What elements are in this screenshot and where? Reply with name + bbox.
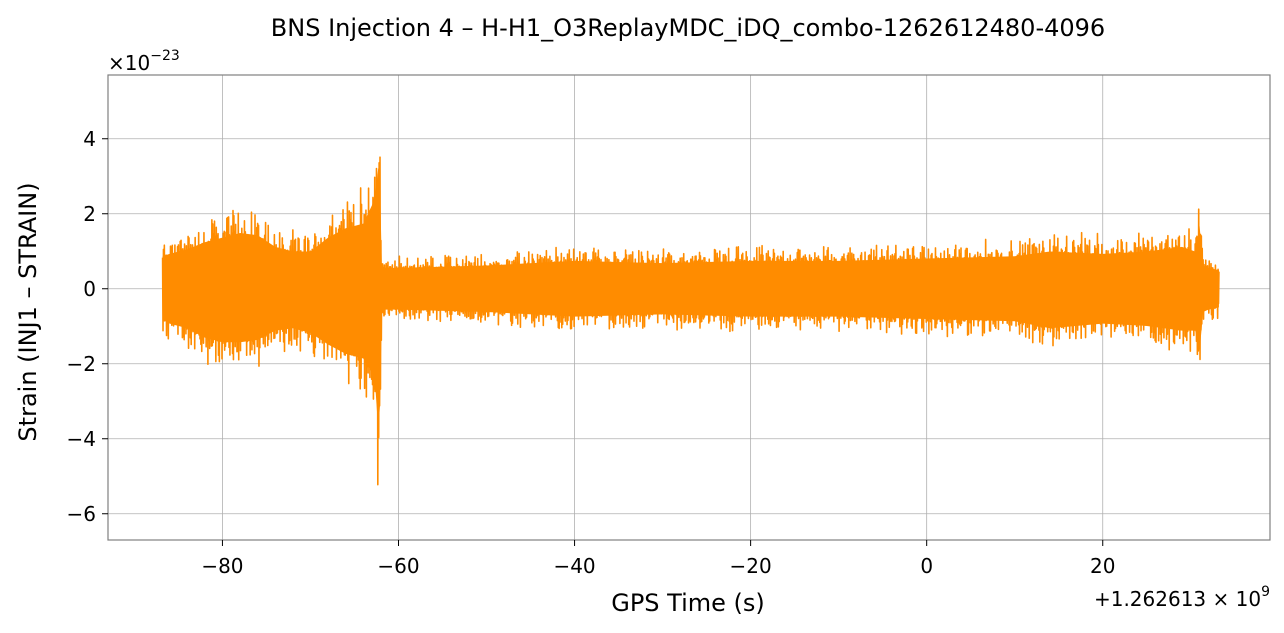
y-tick-label: 4 [83, 127, 96, 151]
y-scale-label: ×10−23 [108, 48, 180, 75]
strain-core-band [162, 167, 1219, 431]
y-tick-label: −6 [67, 502, 96, 526]
strain-series [161, 156, 1220, 486]
x-tick-label: −40 [553, 554, 595, 578]
x-tick-label: −20 [730, 554, 772, 578]
strain-trace [161, 156, 1220, 486]
y-tick-label: −4 [67, 427, 96, 451]
chart-title: BNS Injection 4 – H-H1_O3ReplayMDC_iDQ_c… [271, 14, 1105, 42]
x-tick-label: 20 [1090, 554, 1115, 578]
y-axis-label: Strain (INJ1 – STRAIN) [14, 182, 42, 441]
x-offset-base: +1.262613 × 10 [1094, 587, 1261, 611]
y-tick-label: −2 [67, 352, 96, 376]
x-axis-label: GPS Time (s) [611, 589, 765, 617]
y-scale-exp: −23 [150, 48, 180, 64]
x-offset-label: +1.262613 × 109 [1094, 584, 1270, 611]
x-tick-label: −60 [377, 554, 419, 578]
y-tick-label: 2 [83, 202, 96, 226]
y-scale-base: ×10 [108, 51, 150, 75]
y-tick-label: 0 [83, 277, 96, 301]
x-tick-label: −80 [201, 554, 243, 578]
plot-frame [107, 74, 1271, 541]
x-offset-exp: 9 [1261, 584, 1270, 600]
x-tick-label: 0 [920, 554, 933, 578]
